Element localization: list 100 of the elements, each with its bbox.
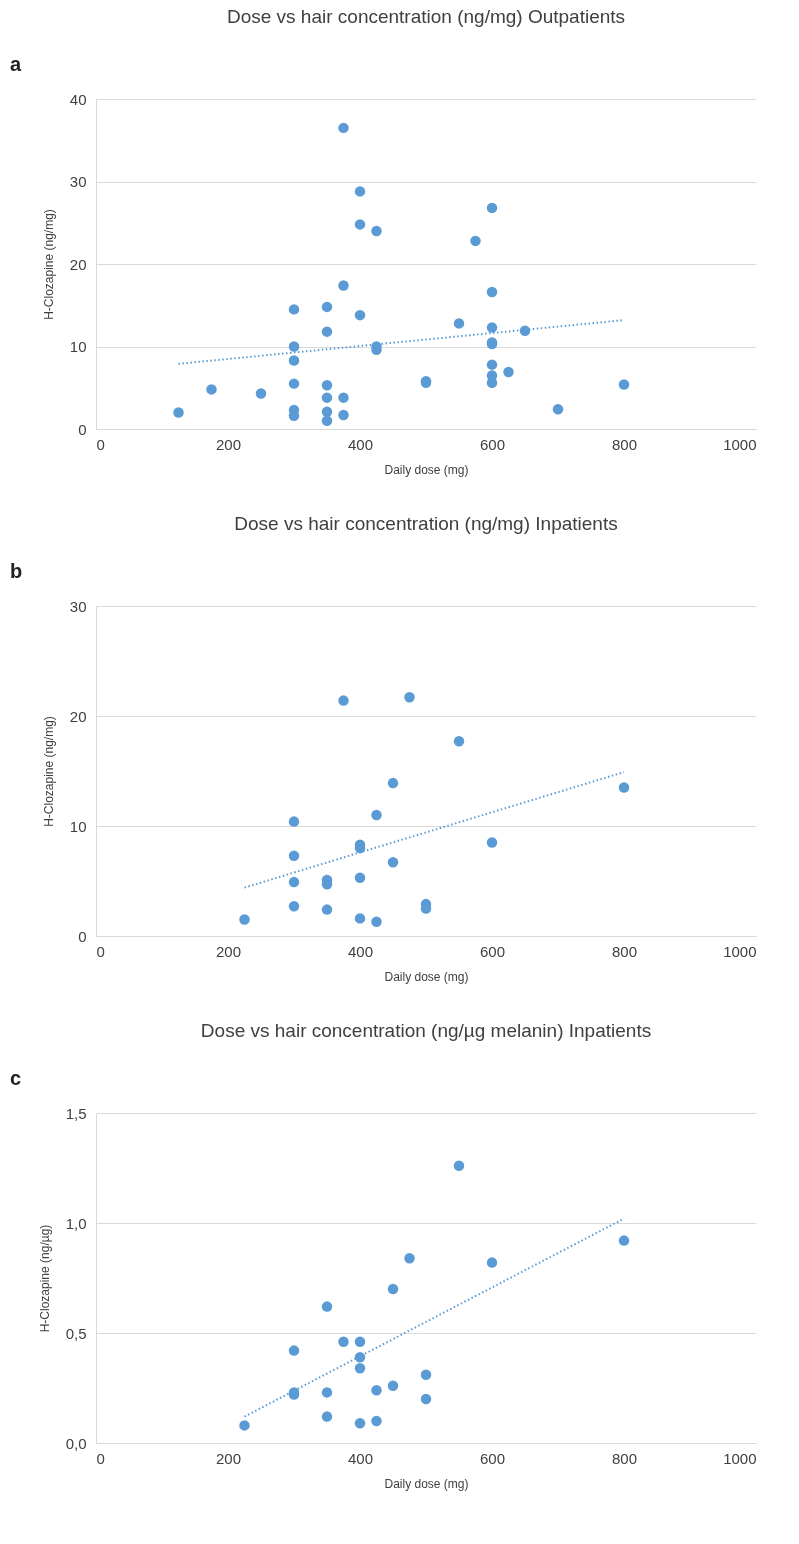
y-tick-label: 30 bbox=[69, 173, 87, 190]
point bbox=[321, 301, 333, 313]
point bbox=[618, 1235, 630, 1246]
point bbox=[519, 325, 531, 337]
point bbox=[371, 916, 382, 927]
point bbox=[453, 1160, 465, 1172]
point bbox=[387, 1380, 399, 1392]
text: a bbox=[10, 53, 22, 75]
point bbox=[173, 407, 184, 418]
y-tick-label: 20 bbox=[69, 707, 87, 725]
point bbox=[321, 392, 333, 403]
y-axis-title: H-Clozapine (ng/µg) bbox=[37, 1224, 52, 1333]
x-axis-title: Daily dose (mg) bbox=[384, 969, 469, 984]
point bbox=[338, 409, 349, 421]
y-tick-label: 0,5 bbox=[65, 1324, 87, 1342]
y-tick-label: 10 bbox=[69, 338, 87, 355]
point bbox=[288, 304, 300, 315]
y-tick-label: 10 bbox=[69, 817, 87, 835]
point bbox=[486, 322, 498, 333]
x-tick-label: 200 bbox=[215, 435, 242, 453]
point bbox=[371, 809, 382, 821]
x-axis-title: Daily dose (mg) bbox=[384, 1476, 469, 1491]
point bbox=[371, 1384, 382, 1396]
y-tick-label: 1,0 bbox=[65, 1214, 87, 1232]
point bbox=[354, 1417, 366, 1429]
point bbox=[387, 777, 399, 789]
point bbox=[420, 1393, 432, 1405]
point bbox=[387, 857, 399, 868]
point bbox=[288, 341, 300, 352]
point bbox=[354, 309, 366, 321]
point bbox=[338, 280, 349, 291]
point bbox=[486, 286, 498, 298]
y-axis-title: H-Clozapine (ng/mg) bbox=[41, 716, 56, 827]
point bbox=[486, 202, 498, 214]
point bbox=[206, 384, 217, 395]
x-tick-label: 1000 bbox=[723, 1449, 757, 1467]
point bbox=[486, 1257, 498, 1268]
point bbox=[371, 225, 382, 237]
point bbox=[354, 1336, 366, 1348]
x-tick-label: 1000 bbox=[723, 942, 757, 960]
x-tick-label: 1000 bbox=[723, 435, 757, 453]
y-tick-label: 0 bbox=[78, 927, 87, 945]
point bbox=[338, 1336, 349, 1348]
text: c bbox=[10, 1067, 22, 1089]
point bbox=[404, 1252, 415, 1264]
point bbox=[239, 1420, 250, 1431]
x-tick-label: 800 bbox=[611, 435, 638, 453]
point bbox=[321, 1387, 333, 1398]
x-tick-label: 0 bbox=[96, 435, 105, 453]
point bbox=[288, 901, 300, 912]
y-tick-label: 40 bbox=[69, 90, 87, 108]
point bbox=[354, 1362, 366, 1374]
point bbox=[321, 406, 333, 417]
point bbox=[371, 1415, 382, 1427]
y-tick-label: 30 bbox=[69, 597, 87, 615]
point bbox=[321, 415, 333, 426]
point bbox=[354, 872, 366, 883]
point bbox=[453, 736, 465, 747]
point bbox=[552, 403, 564, 415]
point bbox=[354, 186, 366, 197]
x-tick-label: 400 bbox=[347, 1449, 374, 1467]
point bbox=[288, 876, 300, 888]
point bbox=[618, 782, 630, 793]
y-tick-label: 20 bbox=[69, 255, 87, 273]
point bbox=[338, 392, 349, 403]
point bbox=[338, 695, 349, 706]
point bbox=[288, 355, 300, 366]
point bbox=[486, 359, 498, 370]
x-tick-label: 400 bbox=[347, 435, 374, 453]
x-tick-label: 800 bbox=[611, 1449, 638, 1467]
text: b bbox=[10, 560, 23, 582]
point bbox=[321, 326, 333, 337]
point bbox=[321, 380, 333, 391]
chart-title: Dose vs hair concentration (ng/mg) Outpatients bbox=[226, 6, 626, 27]
x-tick-label: 200 bbox=[215, 1449, 242, 1467]
point bbox=[288, 1345, 300, 1356]
x-tick-label: 0 bbox=[96, 1449, 105, 1467]
point bbox=[288, 378, 300, 389]
point bbox=[239, 914, 250, 925]
point bbox=[470, 235, 481, 247]
point bbox=[618, 379, 630, 390]
point bbox=[420, 1369, 432, 1381]
y-axis-title: H-Clozapine (ng/mg) bbox=[41, 209, 56, 320]
point bbox=[321, 904, 333, 915]
point bbox=[255, 388, 267, 399]
x-tick-label: 0 bbox=[96, 942, 105, 960]
point bbox=[288, 816, 300, 827]
x-axis-title: Daily dose (mg) bbox=[384, 462, 469, 477]
chart-title: Dose vs hair concentration (ng/mg) Inpatients bbox=[234, 513, 618, 534]
x-tick-label: 800 bbox=[611, 942, 638, 960]
point bbox=[404, 692, 415, 703]
point bbox=[321, 1411, 333, 1422]
x-tick-label: 600 bbox=[479, 1449, 506, 1467]
point bbox=[486, 837, 498, 848]
x-tick-label: 200 bbox=[215, 942, 242, 960]
point bbox=[503, 366, 514, 378]
point bbox=[387, 1283, 399, 1295]
y-tick-label: 0 bbox=[78, 420, 87, 438]
chart-title: Dose vs hair concentration (ng/µg melanin) Inpatients bbox=[200, 1020, 652, 1041]
x-tick-label: 400 bbox=[347, 942, 374, 960]
